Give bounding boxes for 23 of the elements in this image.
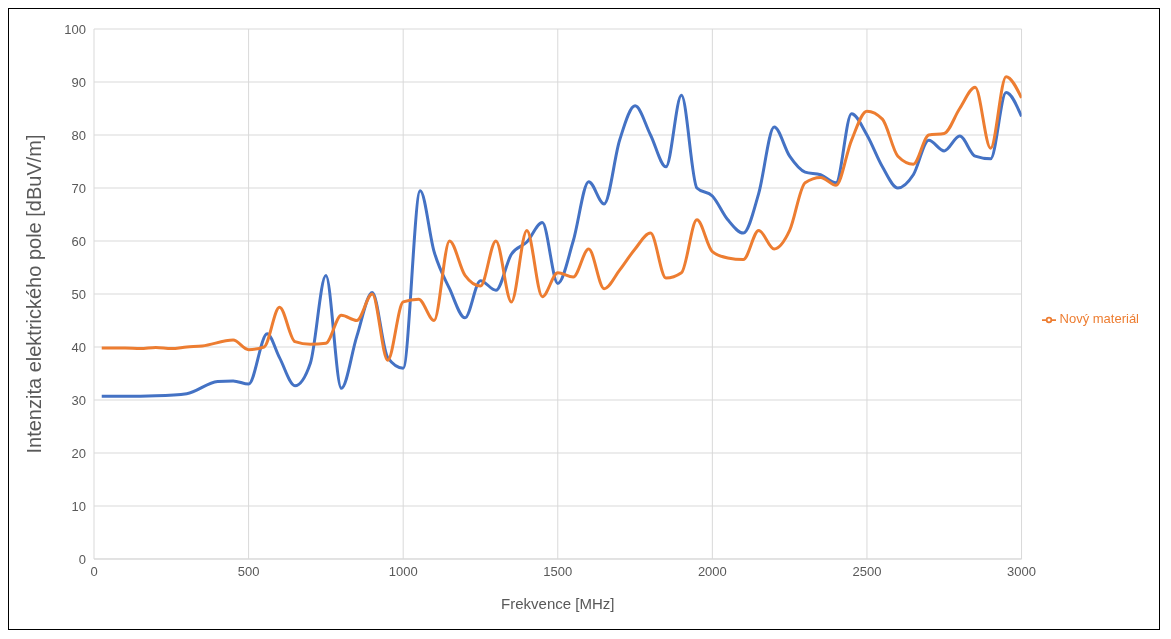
y-tick-label: 70 (71, 180, 86, 196)
y-tick-label: 10 (71, 498, 86, 514)
line-series (100, 75, 1022, 362)
x-tick-label: 1500 (543, 564, 573, 580)
x-tick-label: 2000 (697, 564, 727, 580)
y-tick-label: 30 (71, 392, 86, 408)
y-tick-label: 40 (71, 339, 86, 355)
y-tick-label: 50 (71, 286, 86, 302)
x-tick-label: 1000 (388, 564, 418, 580)
legend-label: Nový materiál (1059, 311, 1139, 327)
x-tick-label: 3000 (1007, 564, 1036, 580)
y-axis-title: Intenzita elektrického pole [dBuV/m] (23, 134, 46, 454)
y-tick-label: 60 (71, 233, 86, 249)
y-tick-label: 20 (71, 445, 86, 461)
y-tick-label: 90 (71, 74, 86, 90)
x-tick-label: 500 (237, 564, 260, 580)
x-tick-label: 0 (90, 564, 98, 580)
line-series (100, 91, 1022, 398)
y-tick-label: 80 (71, 127, 86, 143)
x-axis-title: Frekvence [MHz] (501, 595, 615, 612)
y-tick-label: 0 (78, 551, 86, 567)
x-tick-label: 2500 (852, 564, 882, 580)
y-tick-label: 100 (64, 21, 86, 37)
